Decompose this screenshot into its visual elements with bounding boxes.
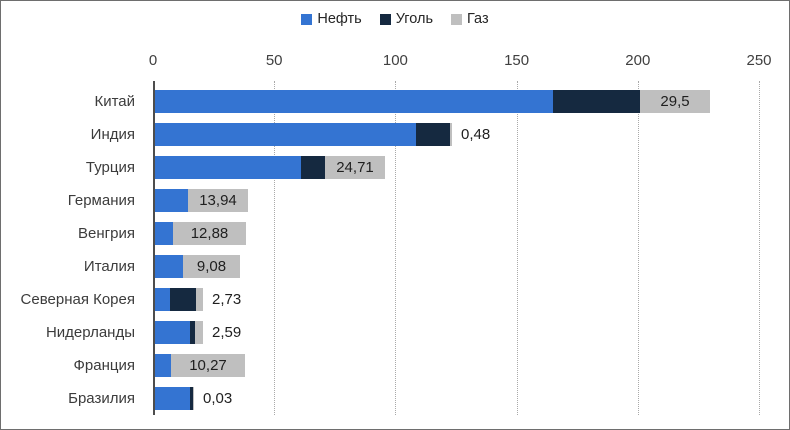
bar-row: 10,27 xyxy=(155,349,761,382)
bar-row: 24,71 xyxy=(155,151,761,184)
bar-segment-coal xyxy=(301,156,325,179)
bar-segment-oil xyxy=(155,321,190,344)
legend-item: Нефть xyxy=(301,11,362,27)
bar-row: 29,5 xyxy=(155,85,761,118)
legend-item: Уголь xyxy=(379,11,434,27)
bar-segment-oil xyxy=(155,123,416,146)
category-label: Венгрия xyxy=(78,225,135,242)
legend-label: Газ xyxy=(467,11,489,27)
x-axis-tick-label: 0 xyxy=(148,52,158,69)
legend-swatch-icon xyxy=(301,13,313,25)
bar-segment-gas: 9,08 xyxy=(183,255,240,278)
bar-segment-coal xyxy=(190,387,193,410)
bar-segment-coal xyxy=(170,288,196,311)
bar-segment-coal xyxy=(416,123,450,146)
bar-segment-gas: 10,27 xyxy=(171,354,245,377)
bar-segment-coal xyxy=(553,90,640,113)
legend-swatch-icon xyxy=(451,13,463,25)
bar-segment-gas: 13,94 xyxy=(188,189,248,212)
bar-value-label: 0,03 xyxy=(203,390,233,407)
bar-value-label: 9,08 xyxy=(196,258,227,275)
bar-value-label: 0,48 xyxy=(461,126,491,143)
bar-segment-gas: 24,71 xyxy=(325,156,385,179)
bar-segment-gas: 29,5 xyxy=(640,90,710,113)
bar-value-label: 2,59 xyxy=(212,324,242,341)
bar-rows: 29,5 0,48 24,71 13,94 12,88 xyxy=(155,85,761,415)
gridline xyxy=(516,81,518,415)
bar-row: 12,88 xyxy=(155,217,761,250)
bar-row: 0,48 xyxy=(155,118,761,151)
x-axis-tick-label: 250 xyxy=(746,52,772,69)
gridline xyxy=(274,81,276,415)
legend: Нефть Уголь Газ xyxy=(1,11,789,27)
bar-value-label: 12,88 xyxy=(190,225,229,242)
bar-segment-oil xyxy=(155,222,173,245)
gridline xyxy=(759,81,760,415)
bar-segment-oil xyxy=(155,255,183,278)
bar-segment-oil xyxy=(155,288,170,311)
x-axis-tick-label: 150 xyxy=(504,52,530,69)
category-label: Нидерланды xyxy=(45,324,135,341)
category-label: Германия xyxy=(67,192,135,209)
legend-item: Газ xyxy=(451,11,489,27)
legend-label: Уголь xyxy=(395,11,434,27)
bar-value-label: 10,27 xyxy=(189,357,227,374)
bar-row: 2,59 xyxy=(155,316,761,349)
category-label: Бразилия xyxy=(68,390,135,407)
bar-segment-oil xyxy=(155,189,188,212)
plot-area: 29,5 0,48 24,71 13,94 12,88 xyxy=(153,81,761,415)
x-axis-tick-label: 50 xyxy=(265,52,283,69)
x-axis-tick-label: 100 xyxy=(382,52,408,69)
gridline xyxy=(637,81,639,415)
bar-segment-gas xyxy=(196,288,203,311)
category-label: Китай xyxy=(94,93,135,110)
legend-label: Нефть xyxy=(317,11,362,27)
category-label: Индия xyxy=(90,126,135,143)
category-label: Северная Корея xyxy=(20,291,135,308)
bar-value-label: 29,5 xyxy=(660,93,690,110)
bar-segment-gas xyxy=(195,321,203,344)
category-label: Турция xyxy=(85,159,135,176)
legend-swatch-icon xyxy=(379,13,391,25)
bar-row: 2,73 xyxy=(155,283,761,316)
bar-value-label: 13,94 xyxy=(199,192,237,209)
bar-segment-gas xyxy=(193,387,194,410)
bar-row: 0,03 xyxy=(155,382,761,415)
bar-segment-gas: 12,88 xyxy=(173,222,246,245)
category-axis: Китай Индия Турция Германия Венгрия Итал… xyxy=(1,85,144,415)
bar-segment-coal xyxy=(190,321,195,344)
gridline xyxy=(395,81,397,415)
bar-segment-gas xyxy=(450,123,452,146)
bar-segment-oil xyxy=(155,156,301,179)
bar-segment-oil xyxy=(155,387,190,410)
bar-value-label: 2,73 xyxy=(212,291,242,308)
category-label: Италия xyxy=(83,258,135,275)
bar-row: 13,94 xyxy=(155,184,761,217)
bar-segment-oil xyxy=(155,90,553,113)
bar-value-label: 24,71 xyxy=(336,159,374,176)
category-label: Франция xyxy=(73,357,135,374)
bar-row: 9,08 xyxy=(155,250,761,283)
bar-segment-oil xyxy=(155,354,171,377)
x-axis-tick-label: 200 xyxy=(625,52,651,69)
